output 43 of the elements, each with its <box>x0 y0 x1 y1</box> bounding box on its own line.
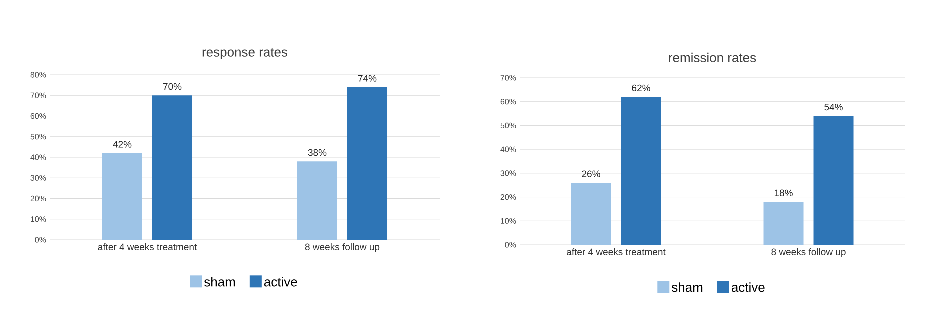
y-tick-label: 40% <box>500 146 516 152</box>
data-label: 70% <box>163 83 182 90</box>
y-tick-label: 20% <box>30 196 46 202</box>
legend-label: sham <box>672 282 703 292</box>
x-tick-label: after 4 weeks treatment <box>567 248 666 256</box>
y-tick-label: 70% <box>30 92 46 98</box>
y-tick-label: 60% <box>30 113 46 120</box>
data-label: 54% <box>824 104 843 111</box>
legend-label: sham <box>204 277 236 287</box>
y-tick-label: 50% <box>30 134 46 140</box>
data-label: 42% <box>113 141 132 148</box>
y-tick-label: 10% <box>31 216 46 222</box>
bar <box>814 116 854 245</box>
chart-title: remission rates <box>669 52 756 62</box>
bar <box>571 182 612 245</box>
bar <box>102 153 143 240</box>
bar <box>298 162 338 240</box>
bar <box>348 87 388 240</box>
y-tick-label: 50% <box>500 122 516 129</box>
y-tick-label: 30% <box>30 175 46 181</box>
y-tick-label: 70% <box>500 75 516 81</box>
legend-label: active <box>732 282 765 292</box>
data-label: 74% <box>358 75 377 82</box>
data-label: 26% <box>582 170 600 178</box>
x-tick-label: 8 weeks follow up <box>772 248 846 258</box>
data-label: 18% <box>774 190 793 197</box>
y-tick-label: 0% <box>505 242 516 248</box>
x-tick-label: after 4 weeks treatment <box>98 244 198 251</box>
data-label: 38% <box>308 149 327 156</box>
bar <box>621 97 662 245</box>
data-label: 62% <box>632 84 650 92</box>
y-tick-label: 20% <box>500 194 516 200</box>
y-tick-label: 40% <box>30 154 46 160</box>
legend-label: active <box>264 277 298 287</box>
y-tick-label: 10% <box>501 218 516 224</box>
y-tick-label: 30% <box>500 170 516 176</box>
x-tick-label: 8 weeks follow up <box>305 244 380 252</box>
y-tick-label: 80% <box>30 72 46 78</box>
y-tick-label: 0% <box>35 237 46 243</box>
y-tick-label: 60% <box>500 99 516 105</box>
chart-title: response rates <box>202 48 288 60</box>
bar <box>764 202 804 245</box>
bar <box>152 96 192 240</box>
